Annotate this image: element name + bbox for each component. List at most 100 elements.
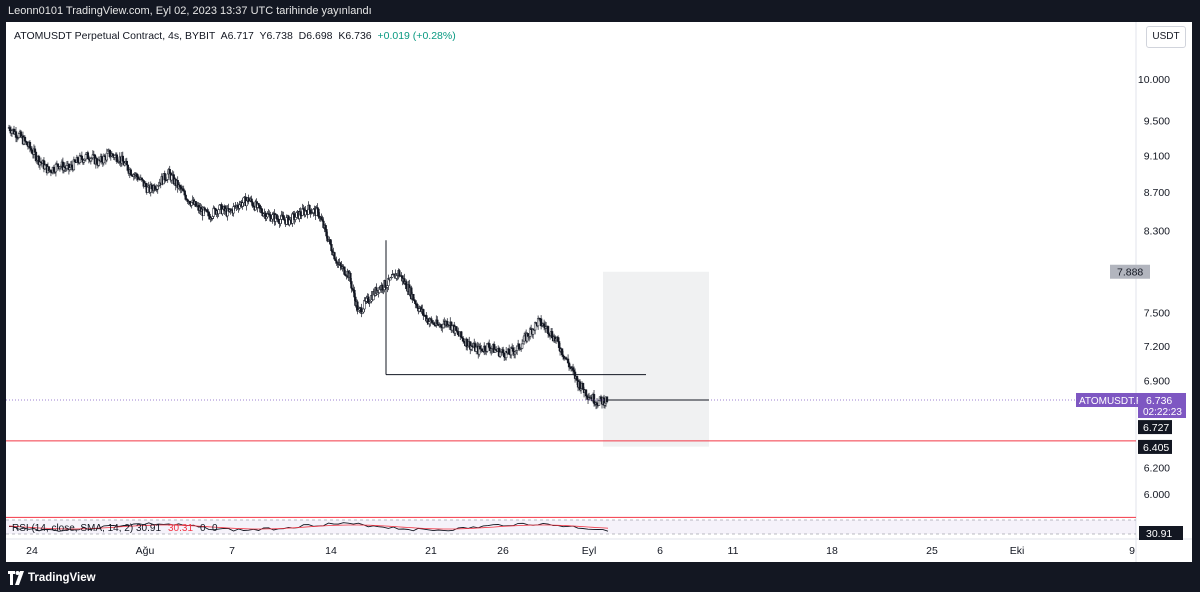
- candle-body: [52, 166, 56, 172]
- candle-body: [84, 154, 88, 160]
- candle-body: [115, 154, 118, 162]
- candle-body: [412, 294, 415, 300]
- chart-frame[interactable]: 10.000 9.500 9.100 8.700 8.300 7.500 7.200 6.90…: [6, 22, 1192, 562]
- candle-body: [211, 216, 214, 219]
- candle-body: [556, 337, 560, 342]
- price-tick-label: 8.700: [1144, 187, 1170, 199]
- candle-body: [279, 219, 282, 224]
- candle-body: [34, 152, 38, 161]
- candle-body: [324, 224, 327, 230]
- currency-button[interactable]: USDT: [1146, 26, 1186, 48]
- candle-countdown: 02:22:23: [1143, 407, 1182, 418]
- candle-body: [260, 208, 263, 213]
- candle-body: [238, 204, 241, 209]
- candle-body: [258, 204, 261, 209]
- legend-open: A6.717: [220, 30, 254, 42]
- candle-body: [111, 153, 114, 156]
- candle-body: [484, 345, 487, 351]
- candle-body: [125, 160, 128, 166]
- candle-body: [533, 322, 537, 331]
- tradingview-logo-icon: [8, 571, 24, 585]
- candle-body: [8, 127, 12, 132]
- candle-body: [166, 173, 169, 180]
- candle-body: [362, 308, 365, 313]
- candle-body: [146, 186, 149, 193]
- candle-body: [144, 183, 147, 187]
- candle-body: [475, 346, 478, 352]
- candle-body: [367, 296, 370, 304]
- candle-body: [503, 352, 506, 358]
- candle-body: [212, 207, 215, 217]
- candle-body: [522, 335, 526, 342]
- time-tick-label: Eki: [1010, 545, 1025, 557]
- candle-body: [23, 137, 27, 142]
- candle-body: [95, 158, 99, 164]
- rsi-last-tag: [1139, 526, 1183, 540]
- candle-body: [123, 162, 126, 166]
- candle-body: [241, 202, 244, 207]
- candle-body: [457, 331, 460, 336]
- candle-body: [572, 369, 576, 373]
- chart-legend: ATOMUSDT Perpetual Contract, 4s, BYBIT A…: [14, 30, 456, 42]
- projection-rectangle[interactable]: [603, 271, 709, 447]
- candle-body: [460, 331, 463, 338]
- candle-body: [330, 244, 333, 252]
- candle-body: [567, 362, 571, 368]
- candle-body: [499, 351, 502, 357]
- candle-body: [183, 190, 186, 196]
- time-tick-label: Ağu: [136, 545, 155, 557]
- candle-body: [308, 204, 311, 211]
- candle-body: [163, 173, 166, 181]
- box-top-label: 7.888: [1117, 267, 1143, 279]
- price-tick-label: 9.500: [1144, 116, 1170, 128]
- legend-close: K6.736: [338, 30, 372, 42]
- candle-body: [481, 348, 484, 352]
- candle-body: [251, 201, 254, 207]
- candle-body: [554, 338, 558, 341]
- candle-body: [82, 160, 86, 163]
- candle-body: [168, 169, 171, 174]
- candle-body: [299, 211, 302, 216]
- price-tick-label: 6.200: [1144, 462, 1170, 474]
- price-tick-label: 9.100: [1144, 151, 1170, 163]
- candle-body: [536, 318, 540, 327]
- time-tick-label: 11: [728, 545, 739, 557]
- price-axis-labels: 10.000 9.500 9.100 8.700 8.300 7.500 7.200 6.90…: [1138, 74, 1170, 501]
- candle-body: [451, 325, 454, 331]
- rsi-extra-1: 0: [200, 523, 206, 534]
- time-tick-label: 18: [826, 545, 838, 557]
- candle-body: [349, 272, 352, 282]
- candle-body: [76, 157, 80, 163]
- candle-body: [442, 323, 445, 329]
- candle-body: [597, 400, 601, 406]
- candle-body: [312, 209, 315, 213]
- candle-body: [329, 239, 332, 245]
- price-chart[interactable]: 10.000 9.500 9.100 8.700 8.300 7.500 7.200 6.90…: [6, 22, 1192, 562]
- candle-body: [68, 167, 72, 170]
- candle-body: [343, 266, 346, 275]
- candle-body: [566, 358, 570, 364]
- rsi-extra-2: 0: [212, 523, 218, 534]
- time-tick-label: 24: [26, 545, 38, 557]
- candle-body: [294, 217, 297, 220]
- candle-body: [510, 347, 513, 356]
- candle-body: [516, 345, 519, 351]
- candle-body: [440, 324, 443, 327]
- candle-body: [575, 375, 579, 381]
- candle-body: [520, 343, 524, 349]
- candle-body: [190, 202, 193, 206]
- rsi-last-label: 30.91: [1146, 528, 1172, 540]
- candle-body: [17, 133, 21, 138]
- price-tick-label: 7.500: [1144, 308, 1170, 320]
- candle-body: [250, 198, 253, 203]
- time-tick-label: 14: [325, 545, 337, 557]
- candle-body: [539, 318, 543, 327]
- candle-body: [218, 204, 221, 210]
- candle-body: [30, 149, 34, 154]
- candle-body: [333, 252, 336, 260]
- candle-body: [557, 341, 561, 348]
- time-tick-label: 7: [229, 545, 235, 557]
- candle-body: [184, 194, 187, 200]
- candle-body: [285, 217, 288, 225]
- candle-body: [70, 164, 74, 168]
